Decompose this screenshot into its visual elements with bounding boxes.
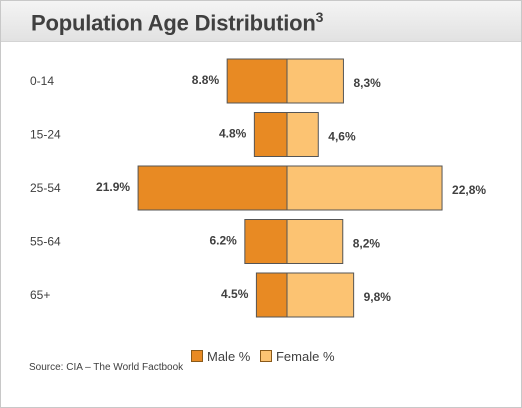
legend-label-female: Female % <box>275 349 335 364</box>
bar-male-15-24 <box>253 112 288 157</box>
category-label-15-24: 15-24 <box>30 128 61 142</box>
data-label-male-0-14: 8.8% <box>192 73 220 87</box>
bar-female-15-24 <box>286 112 319 157</box>
data-label-female-65: 9,8% <box>364 290 392 304</box>
data-label-male-25-54: 21.9% <box>96 180 130 194</box>
bar-female-55-64 <box>286 219 344 264</box>
data-label-female-55-64: 8,2% <box>353 237 381 251</box>
chart-title-text: Population Age Distribution <box>31 10 316 36</box>
bar-female-65 <box>286 272 355 318</box>
bar-male-55-64 <box>244 219 288 264</box>
category-label-25-54: 25-54 <box>30 181 61 195</box>
legend-item-male: Male % <box>191 349 250 364</box>
chart-title: Population Age Distribution3 <box>31 9 323 36</box>
data-label-male-55-64: 6.2% <box>209 234 237 248</box>
bar-female-25-54 <box>286 165 443 211</box>
bar-female-0-14 <box>286 58 344 104</box>
source-note: Source: CIA – The World Factbook <box>29 362 184 373</box>
legend-swatch-female <box>259 350 272 362</box>
data-label-female-25-54: 22,8% <box>452 183 486 197</box>
data-label-male-65: 4.5% <box>221 287 249 301</box>
chart-legend: Male % Female % <box>191 349 341 364</box>
bar-male-25-54 <box>137 165 288 211</box>
data-label-female-15-24: 4,6% <box>328 130 356 144</box>
bar-male-0-14 <box>226 58 288 104</box>
category-label-55-64: 55-64 <box>30 235 61 249</box>
chart-title-footnote: 3 <box>315 9 324 25</box>
legend-item-female: Female % <box>259 349 335 364</box>
category-label-65: 65+ <box>30 288 50 302</box>
category-label-0-14: 0-14 <box>30 74 54 88</box>
legend-label-male: Male % <box>207 349 251 364</box>
data-label-female-0-14: 8,3% <box>353 76 381 90</box>
data-label-male-15-24: 4.8% <box>219 127 247 141</box>
legend-swatch-male <box>191 350 203 362</box>
title-band: Population Age Distribution3 <box>1 1 521 42</box>
bar-male-65 <box>255 272 288 318</box>
